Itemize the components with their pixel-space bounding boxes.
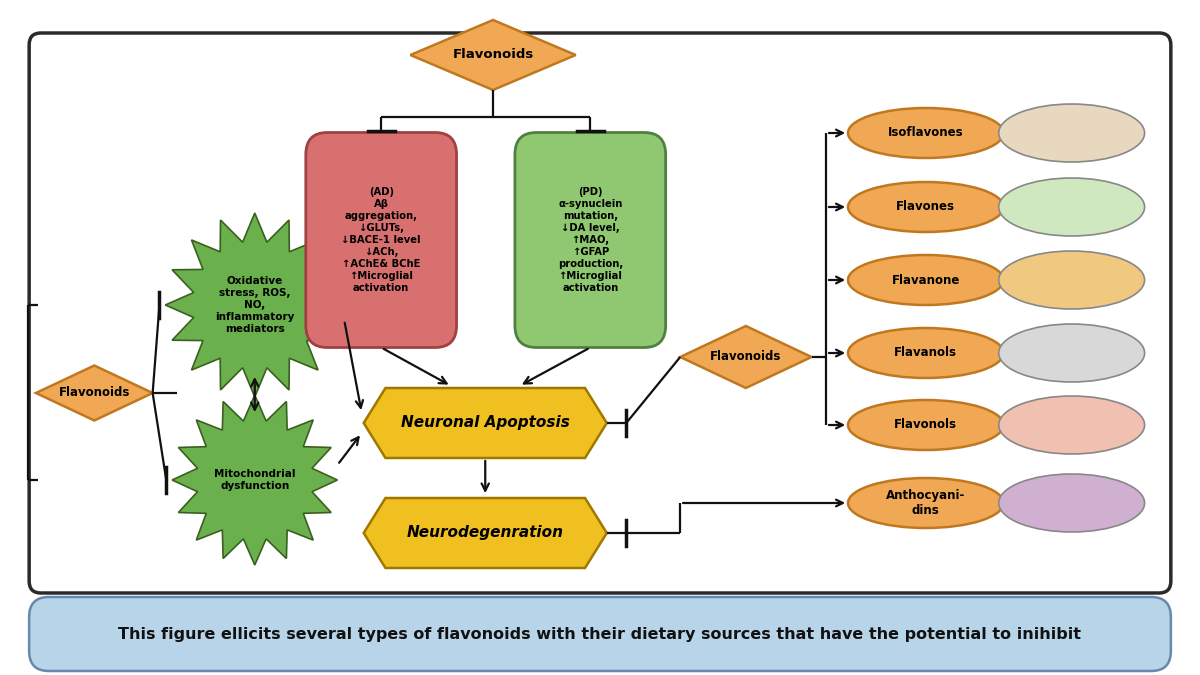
Text: Oxidative
stress, ROS,
NO,
inflammatory
mediators: Oxidative stress, ROS, NO, inflammatory … xyxy=(215,276,294,334)
Text: Mitochondrial
dysfunction: Mitochondrial dysfunction xyxy=(214,469,295,491)
Ellipse shape xyxy=(998,251,1145,309)
Polygon shape xyxy=(680,326,811,388)
Text: Flavanols: Flavanols xyxy=(894,346,958,360)
Text: Neurodegenration: Neurodegenration xyxy=(407,526,564,541)
Text: Neuronal Apoptosis: Neuronal Apoptosis xyxy=(401,416,570,431)
Text: Isoflavones: Isoflavones xyxy=(888,126,964,140)
FancyBboxPatch shape xyxy=(306,132,456,348)
Polygon shape xyxy=(36,365,152,421)
Polygon shape xyxy=(364,388,607,458)
Ellipse shape xyxy=(998,178,1145,236)
Text: (AD)
Aβ
aggregation,
↓GLUTs,
↓BACE-1 level
↓ACh,
↑AChE& BChE
↑Microglial
activat: (AD) Aβ aggregation, ↓GLUTs, ↓BACE-1 lev… xyxy=(342,187,421,293)
FancyBboxPatch shape xyxy=(29,597,1171,671)
Text: Flavonols: Flavonols xyxy=(894,418,958,431)
Text: Anthocyani-
dins: Anthocyani- dins xyxy=(886,489,966,517)
Text: Flavonoids: Flavonoids xyxy=(710,350,781,364)
Text: Flavonoids: Flavonoids xyxy=(452,49,534,61)
Ellipse shape xyxy=(848,478,1003,528)
Ellipse shape xyxy=(848,108,1003,158)
Ellipse shape xyxy=(998,324,1145,382)
Polygon shape xyxy=(364,498,607,568)
Text: Flavanone: Flavanone xyxy=(892,273,960,286)
Ellipse shape xyxy=(848,400,1003,450)
Polygon shape xyxy=(172,395,337,565)
Text: Flavonoids: Flavonoids xyxy=(59,387,130,400)
Ellipse shape xyxy=(998,396,1145,454)
Ellipse shape xyxy=(998,474,1145,532)
Text: This figure ellicits several types of flavonoids with their dietary sources that: This figure ellicits several types of fl… xyxy=(119,626,1081,641)
FancyBboxPatch shape xyxy=(29,33,1171,593)
Ellipse shape xyxy=(848,255,1003,305)
Ellipse shape xyxy=(848,328,1003,378)
FancyBboxPatch shape xyxy=(515,132,666,348)
Ellipse shape xyxy=(848,182,1003,232)
Polygon shape xyxy=(166,213,344,397)
Polygon shape xyxy=(410,20,576,90)
Ellipse shape xyxy=(998,104,1145,162)
Text: (PD)
α-synuclein
mutation,
↓DA level,
↑MAO,
↑GFAP
production,
↑Microglial
activa: (PD) α-synuclein mutation, ↓DA level, ↑M… xyxy=(558,187,623,293)
Text: Flavones: Flavones xyxy=(896,200,955,213)
